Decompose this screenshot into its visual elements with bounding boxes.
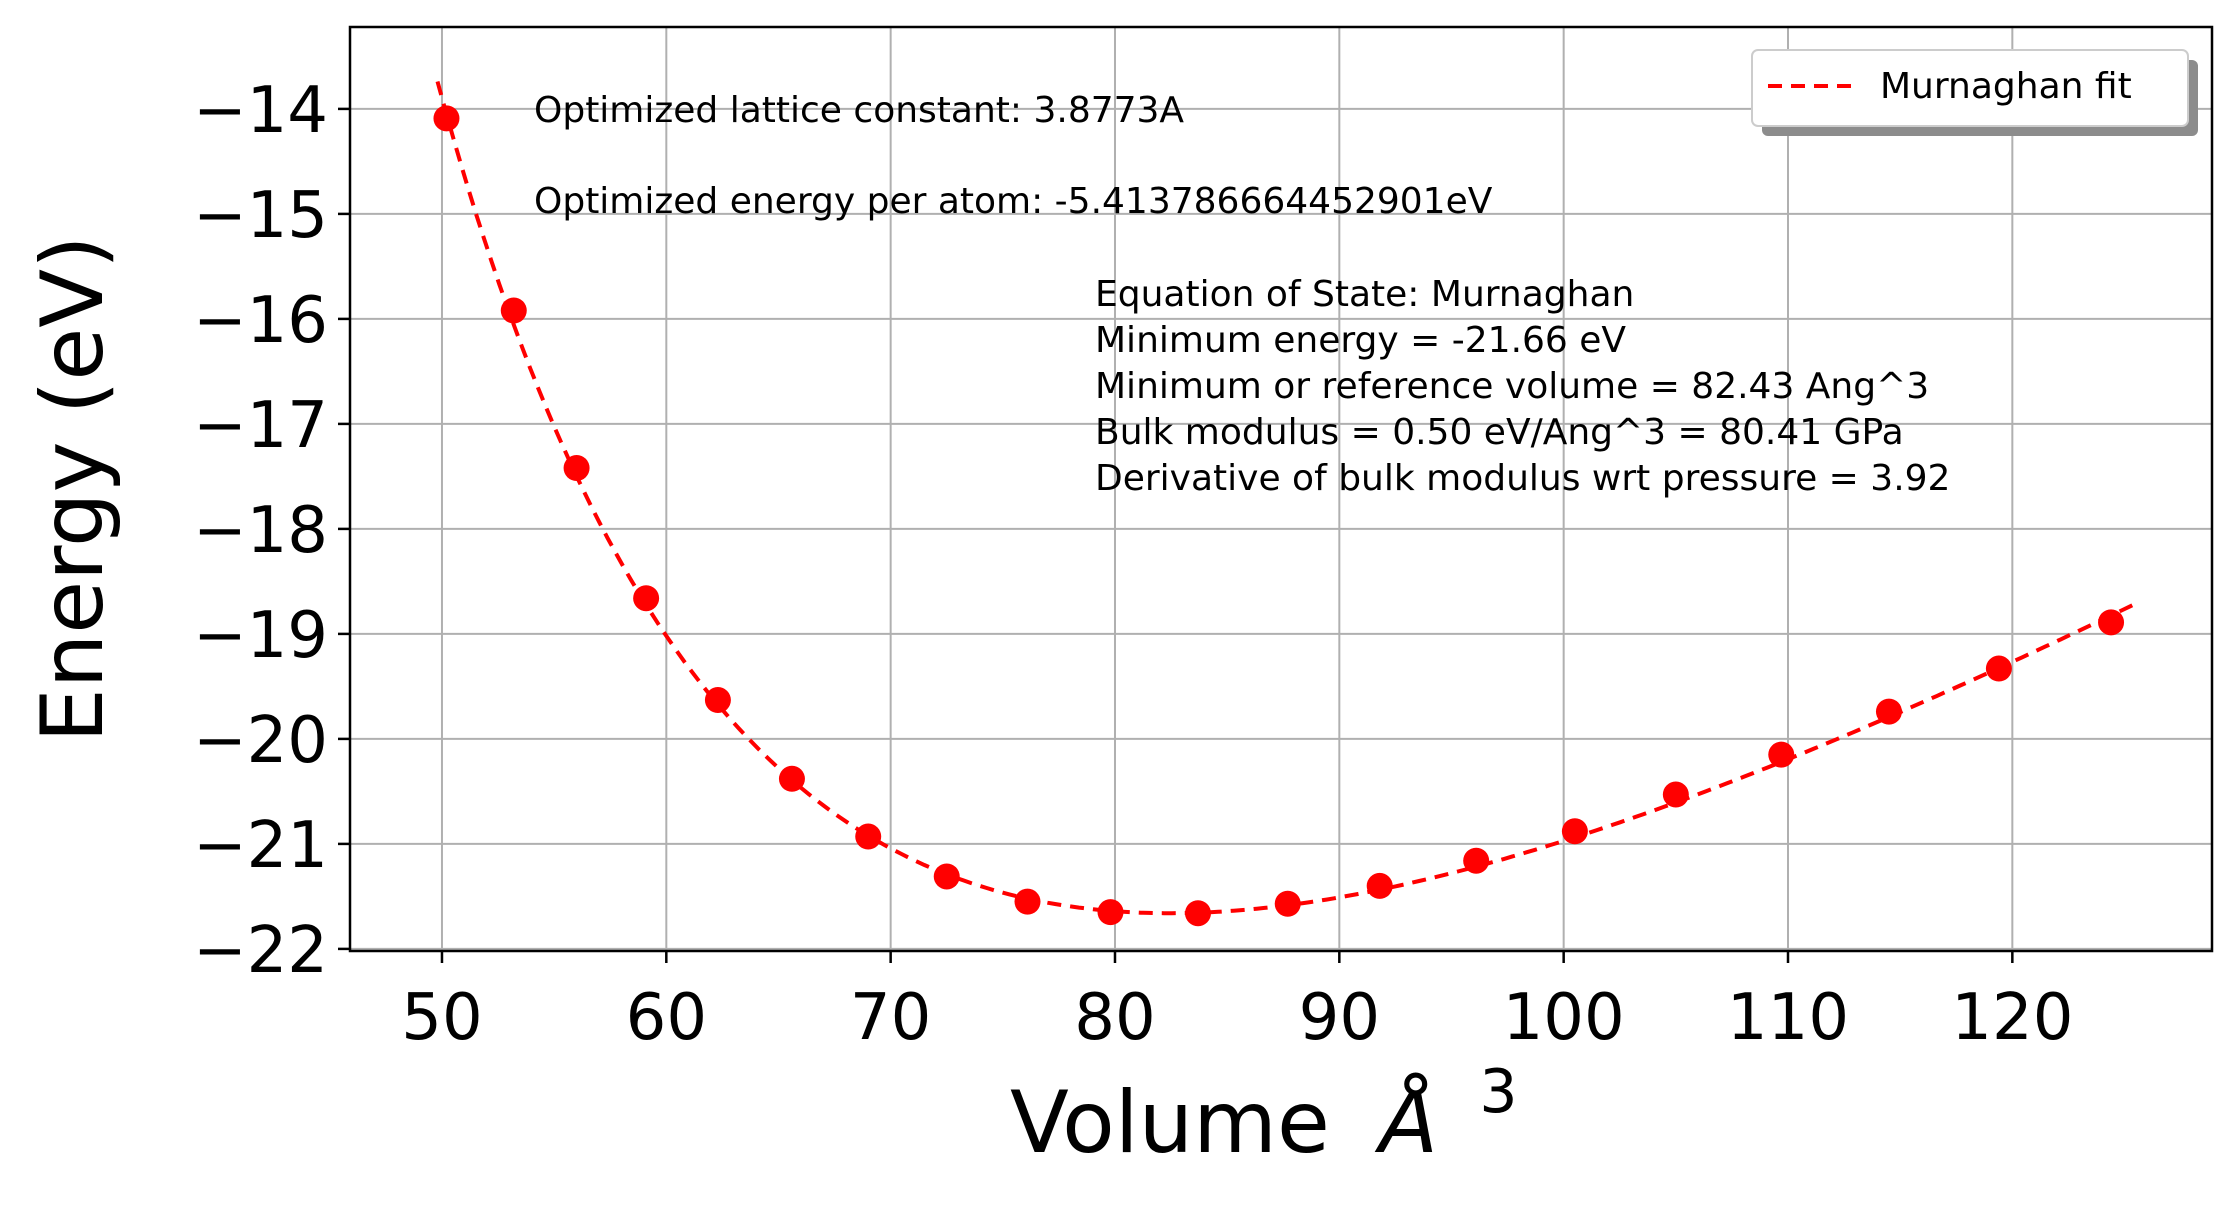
x-tick-label: 100 — [1503, 981, 1625, 1055]
data-point — [1985, 655, 2012, 682]
x-axis-label-unit: Å — [1374, 1072, 1438, 1173]
data-point — [1184, 900, 1211, 927]
x-tick-label: 60 — [626, 981, 707, 1055]
x-axis-label: Volume Å 3 — [1010, 1057, 1518, 1173]
data-point — [1875, 698, 1902, 725]
eos-line: Bulk modulus = 0.50 eV/Ang^3 = 80.41 GPa — [1095, 412, 1904, 453]
y-tick-label: −20 — [193, 704, 328, 778]
data-point — [1561, 818, 1588, 845]
data-point — [1768, 741, 1795, 768]
eos-line: Equation of State: Murnaghan — [1095, 274, 1634, 315]
y-tick-label: −19 — [193, 599, 328, 673]
data-point — [933, 863, 960, 890]
grid-lines — [350, 27, 2212, 951]
data-point — [704, 687, 731, 714]
data-point — [500, 297, 527, 324]
y-tick-label: −14 — [193, 74, 328, 148]
data-point — [1662, 781, 1689, 808]
data-point — [2098, 609, 2125, 636]
x-tick-label: 110 — [1727, 981, 1849, 1055]
x-tick-label: 120 — [1951, 981, 2073, 1055]
y-tick-label: −18 — [193, 494, 328, 568]
annotation-lattice: Optimized lattice constant: 3.8773A — [534, 90, 1184, 131]
data-point — [1366, 872, 1393, 899]
legend-label: Murnaghan fit — [1880, 66, 2132, 107]
plot-frame — [348, 25, 2214, 953]
y-axis-label: Energy (eV) — [23, 235, 123, 742]
x-tick-label: 70 — [850, 981, 931, 1055]
data-point — [1274, 890, 1301, 917]
data-point — [1097, 899, 1124, 926]
y-tick-label: −21 — [193, 809, 328, 883]
x-axis-label-exponent: 3 — [1479, 1057, 1517, 1127]
data-point — [855, 823, 882, 850]
eos-line: Minimum or reference volume = 82.43 Ang^… — [1095, 366, 1929, 407]
data-point — [433, 105, 460, 132]
y-tick-label: −15 — [193, 179, 328, 253]
y-tick-label: −16 — [193, 284, 328, 358]
eos-line: Minimum energy = -21.66 eV — [1095, 320, 1626, 361]
axis-ticks: 50 60 70 80 90 100 110 120 −14 −15 −16 −17 −18 −19 −20… — [193, 74, 2073, 1055]
eos-line: Derivative of bulk modulus wrt pressure … — [1095, 458, 1950, 499]
annotation-energy-per-atom: Optimized energy per atom: -5.4137866644… — [534, 181, 1493, 222]
data-point — [778, 765, 805, 792]
data-point — [1014, 888, 1041, 915]
y-tick-label: −22 — [193, 914, 328, 988]
x-tick-label: 50 — [401, 981, 482, 1055]
data-point — [1463, 847, 1490, 874]
x-tick-label: 90 — [1299, 981, 1380, 1055]
eos-summary-box: Equation of State: Murnaghan Minimum ene… — [1095, 274, 1950, 499]
data-point — [633, 585, 660, 612]
x-axis-label-text: Volume — [1010, 1073, 1330, 1173]
legend: Murnaghan fit — [1751, 49, 2198, 136]
data-points — [433, 105, 2125, 927]
legend-box — [1751, 49, 2189, 127]
y-tick-label: −17 — [193, 389, 328, 463]
data-point — [563, 455, 590, 481]
x-tick-label: 80 — [1074, 981, 1155, 1055]
